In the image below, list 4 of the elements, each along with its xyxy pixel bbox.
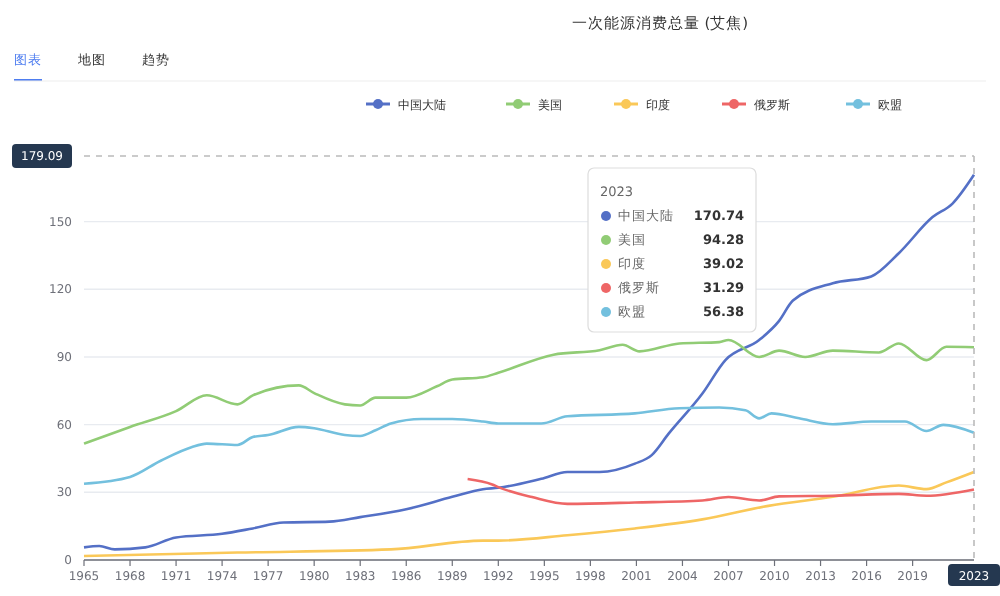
line-series: [82, 338, 976, 445]
line-series: [466, 477, 976, 506]
line-series: [82, 406, 976, 486]
line-series: [82, 173, 976, 551]
